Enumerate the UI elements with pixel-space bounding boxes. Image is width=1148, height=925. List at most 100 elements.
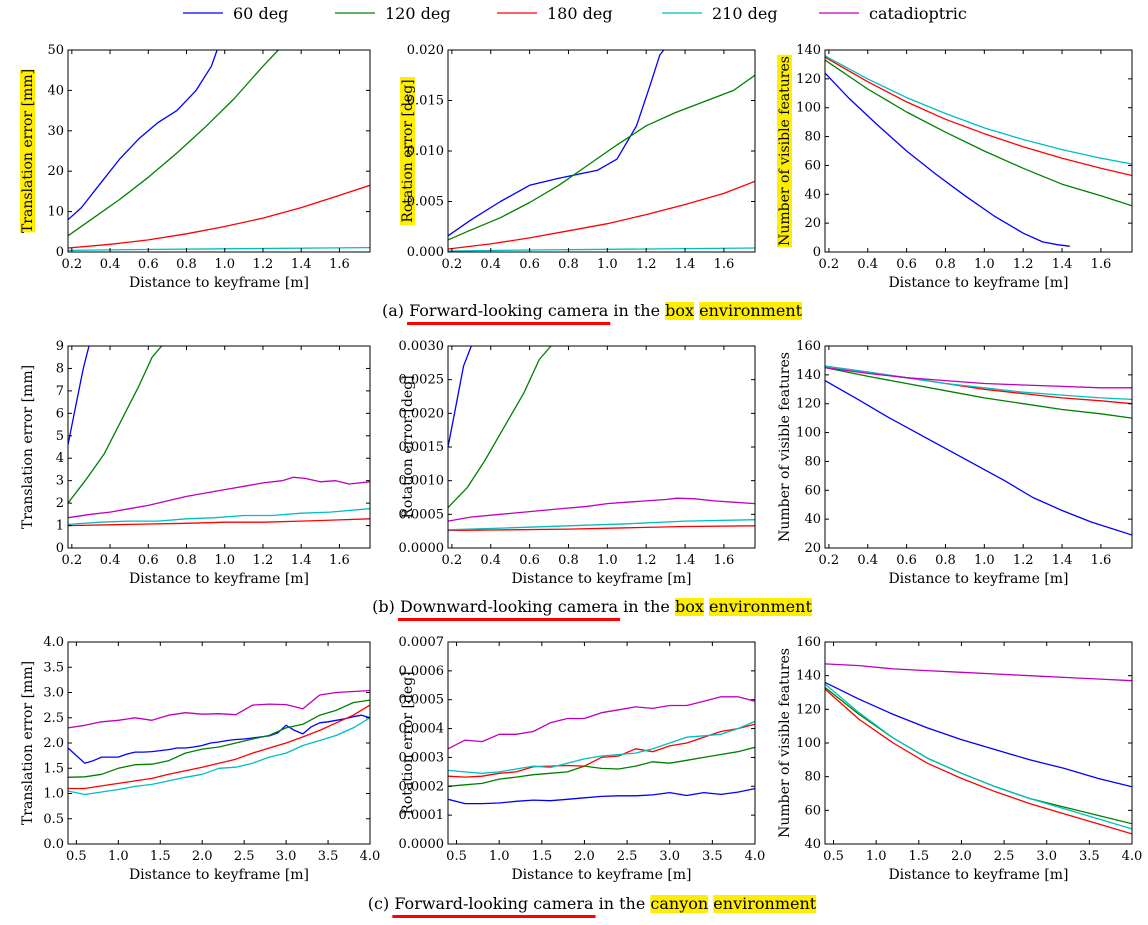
caption-part: in the [594,894,651,913]
y-tick-label: 0.0004 [399,722,445,737]
caption-part: in the [608,301,665,320]
x-tick-label: 0.4 [100,257,121,272]
x-tick-label: 0.6 [138,553,159,568]
x-tick-label: 0.2 [819,553,840,568]
x-axis-label: Distance to keyframe [m] [129,275,309,291]
y-tick-label: 20 [47,164,64,179]
y-tick-label: 0.0007 [399,635,445,650]
x-tick-label: 1.4 [1052,257,1073,272]
x-tick-label: 1.6 [714,553,735,568]
caption-part: environment [709,597,812,616]
y-tick-label: 0.015 [407,94,444,109]
series-line-180-deg [448,180,755,250]
series-group [448,696,755,805]
y-tick-label: 4 [56,451,64,466]
x-tick-label: 1.6 [1091,553,1112,568]
caption-highlight [674,598,704,616]
x-tick-label: 2.0 [192,849,213,864]
x-tick-label: 1.4 [675,257,696,272]
x-tick-label: 1.4 [291,257,312,272]
series-line-catadioptric [68,689,370,729]
plot-frame [447,49,756,253]
series-group [448,346,755,532]
legend-label: 180 deg [547,4,613,23]
series-line-180-deg [68,704,370,790]
caption-part: (b) [372,597,400,616]
series-line-210-deg [68,246,370,252]
series-line-catadioptric [448,696,755,750]
x-tick-label: 1.0 [974,257,995,272]
y-tick-label: 0 [56,245,64,260]
series-line-120-deg [68,699,370,778]
x-tick-label: 0.8 [935,257,956,272]
chart-3: 0.2 0.4 0.6 0.8 1.0 1.2 1.4 1.6 0 20 40 60 80 100 120 1… [777,43,1133,291]
x-tick-label: 4.0 [745,849,766,864]
series-group [68,50,370,252]
y-tick-label: 1 [56,519,64,534]
x-axis-label: Distance to keyframe [m] [511,571,691,587]
x-tick-label: 1.0 [108,849,129,864]
y-tick-label: 60 [804,158,821,173]
x-tick-label: 1.4 [291,553,312,568]
series-group [825,55,1132,247]
y-tick-label: 40 [804,837,821,852]
x-tick-label: 0.4 [480,553,501,568]
x-tick-label: 0.2 [442,257,463,272]
y-tick-label: 0.0002 [399,779,445,794]
y-tick-label: 7 [56,384,64,399]
caption-part: canyon [650,894,708,913]
x-axis-label: Distance to keyframe [m] [888,275,1068,291]
y-axis-label: Rotation error [deg] [400,671,416,814]
y-tick-label: 3 [56,474,64,489]
x-tick-label: 3.0 [1036,849,1057,864]
x-tick-label: 1.0 [489,849,510,864]
y-tick-label: 120 [796,72,821,87]
series-line-60-deg [68,50,218,221]
y-tick-label: 0.010 [407,144,444,159]
caption-text: (b) Downward-looking camera in the box e… [372,597,812,616]
y-tick-label: 9 [56,339,64,354]
series-line-210-deg [448,720,755,774]
y-tick-label: 0.005 [407,195,444,210]
x-tick-label: 4.0 [1122,849,1143,864]
caption-highlight [708,598,812,616]
y-tick-label: 60 [804,803,821,818]
y-tick-label: 0.0020 [399,406,445,421]
plot-frame [824,345,1133,549]
series-line-210-deg [448,519,755,531]
x-tick-label: 1.6 [329,553,350,568]
y-tick-label: 60 [804,483,821,498]
series-line-120-deg [825,59,1132,207]
chart-7: 0.5 1.0 1.5 2.0 2.5 3.0 3.5 4.00.00.51.01.52.02… [20,635,380,883]
series-group [825,365,1132,536]
x-tick-label: 1.0 [974,553,995,568]
y-tick-label: 100 [796,101,821,116]
x-tick-label: 0.4 [480,257,501,272]
y-tick-label: 40 [47,83,64,98]
chart-4: 0.2 0.4 0.6 0.8 1.0 1.2 1.4 1.6 0 1 2 3 4 5 6 7 8 9 Distan… [20,339,371,587]
caption-highlight [665,302,695,320]
caption-underline [397,618,621,621]
caption-underline [392,915,596,918]
x-tick-label: 0.8 [558,553,579,568]
plot-frame [447,641,756,845]
x-tick-label: 0.5 [66,849,87,864]
x-tick-label: 1.0 [866,849,887,864]
x-tick-label: 1.5 [908,849,929,864]
x-tick-label: 3.5 [1079,849,1100,864]
y-tick-label: 80 [804,454,821,469]
series-line-60-deg [825,681,1132,788]
x-tick-label: 1.2 [636,257,657,272]
x-tick-label: 1.2 [636,553,657,568]
ylabel-highlight [777,54,792,248]
x-tick-label: 0.6 [519,257,540,272]
y-tick-label: 40 [804,512,821,527]
caption-2: (c) Forward-looking camera in the canyon… [368,894,817,918]
x-tick-label: 2.5 [234,849,255,864]
series-line-60-deg [825,380,1132,536]
x-tick-label: 1.2 [1013,257,1034,272]
y-tick-label: 0 [813,245,821,260]
y-tick-label: 120 [796,397,821,412]
x-tick-label: 1.2 [253,257,274,272]
caption-text: (c) Forward-looking camera in the canyon… [368,894,817,913]
